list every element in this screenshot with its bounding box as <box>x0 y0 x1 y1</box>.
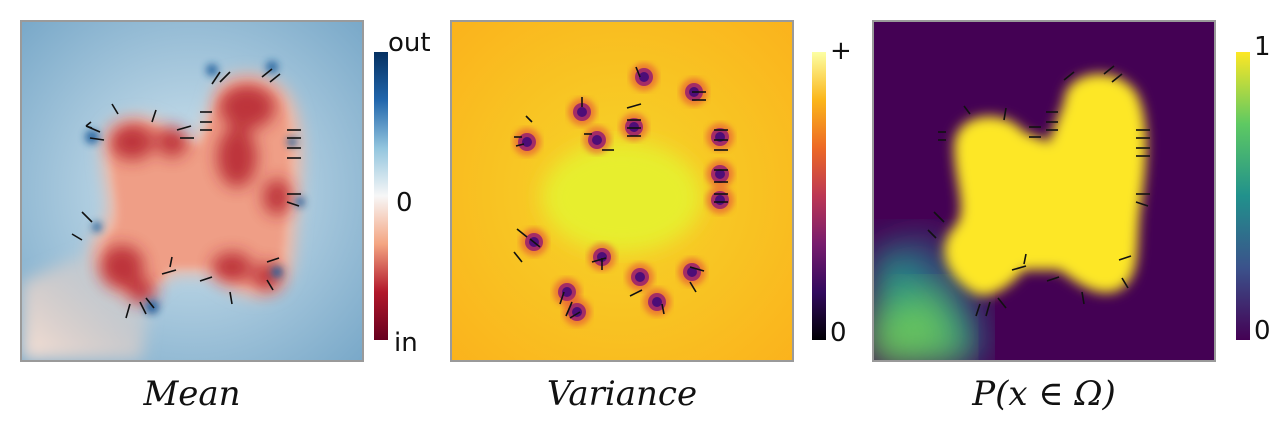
variance-colorbar-bottom-label: 0 <box>830 318 847 348</box>
variance-caption: Variance <box>546 374 698 414</box>
probability-heatmap-panel <box>872 20 1216 362</box>
probability-colorbar-bottom-label: 0 <box>1254 316 1271 346</box>
normal-arrows <box>513 66 728 319</box>
mean-colorbar-bottom-label: in <box>394 328 418 358</box>
probability-field-plot <box>874 22 1214 360</box>
probability-colorbar <box>1236 52 1250 340</box>
variance-field-plot <box>452 22 792 360</box>
mean-field-plot <box>22 22 362 360</box>
probability-caption: P(x ∈ Ω) <box>972 374 1116 414</box>
mean-caption: Mean <box>143 374 241 414</box>
mean-colorbar <box>374 52 388 340</box>
mean-colorbar-top-label: out <box>388 28 431 58</box>
variance-heatmap-panel <box>450 20 794 362</box>
normal-arrows <box>71 68 301 319</box>
mean-heatmap-panel <box>20 20 364 362</box>
variance-colorbar-top-label: + <box>830 36 852 66</box>
variance-colorbar <box>812 52 826 340</box>
normal-arrows <box>927 65 1150 317</box>
mean-colorbar-middle-label: 0 <box>396 188 413 218</box>
probability-colorbar-top-label: 1 <box>1254 32 1271 62</box>
